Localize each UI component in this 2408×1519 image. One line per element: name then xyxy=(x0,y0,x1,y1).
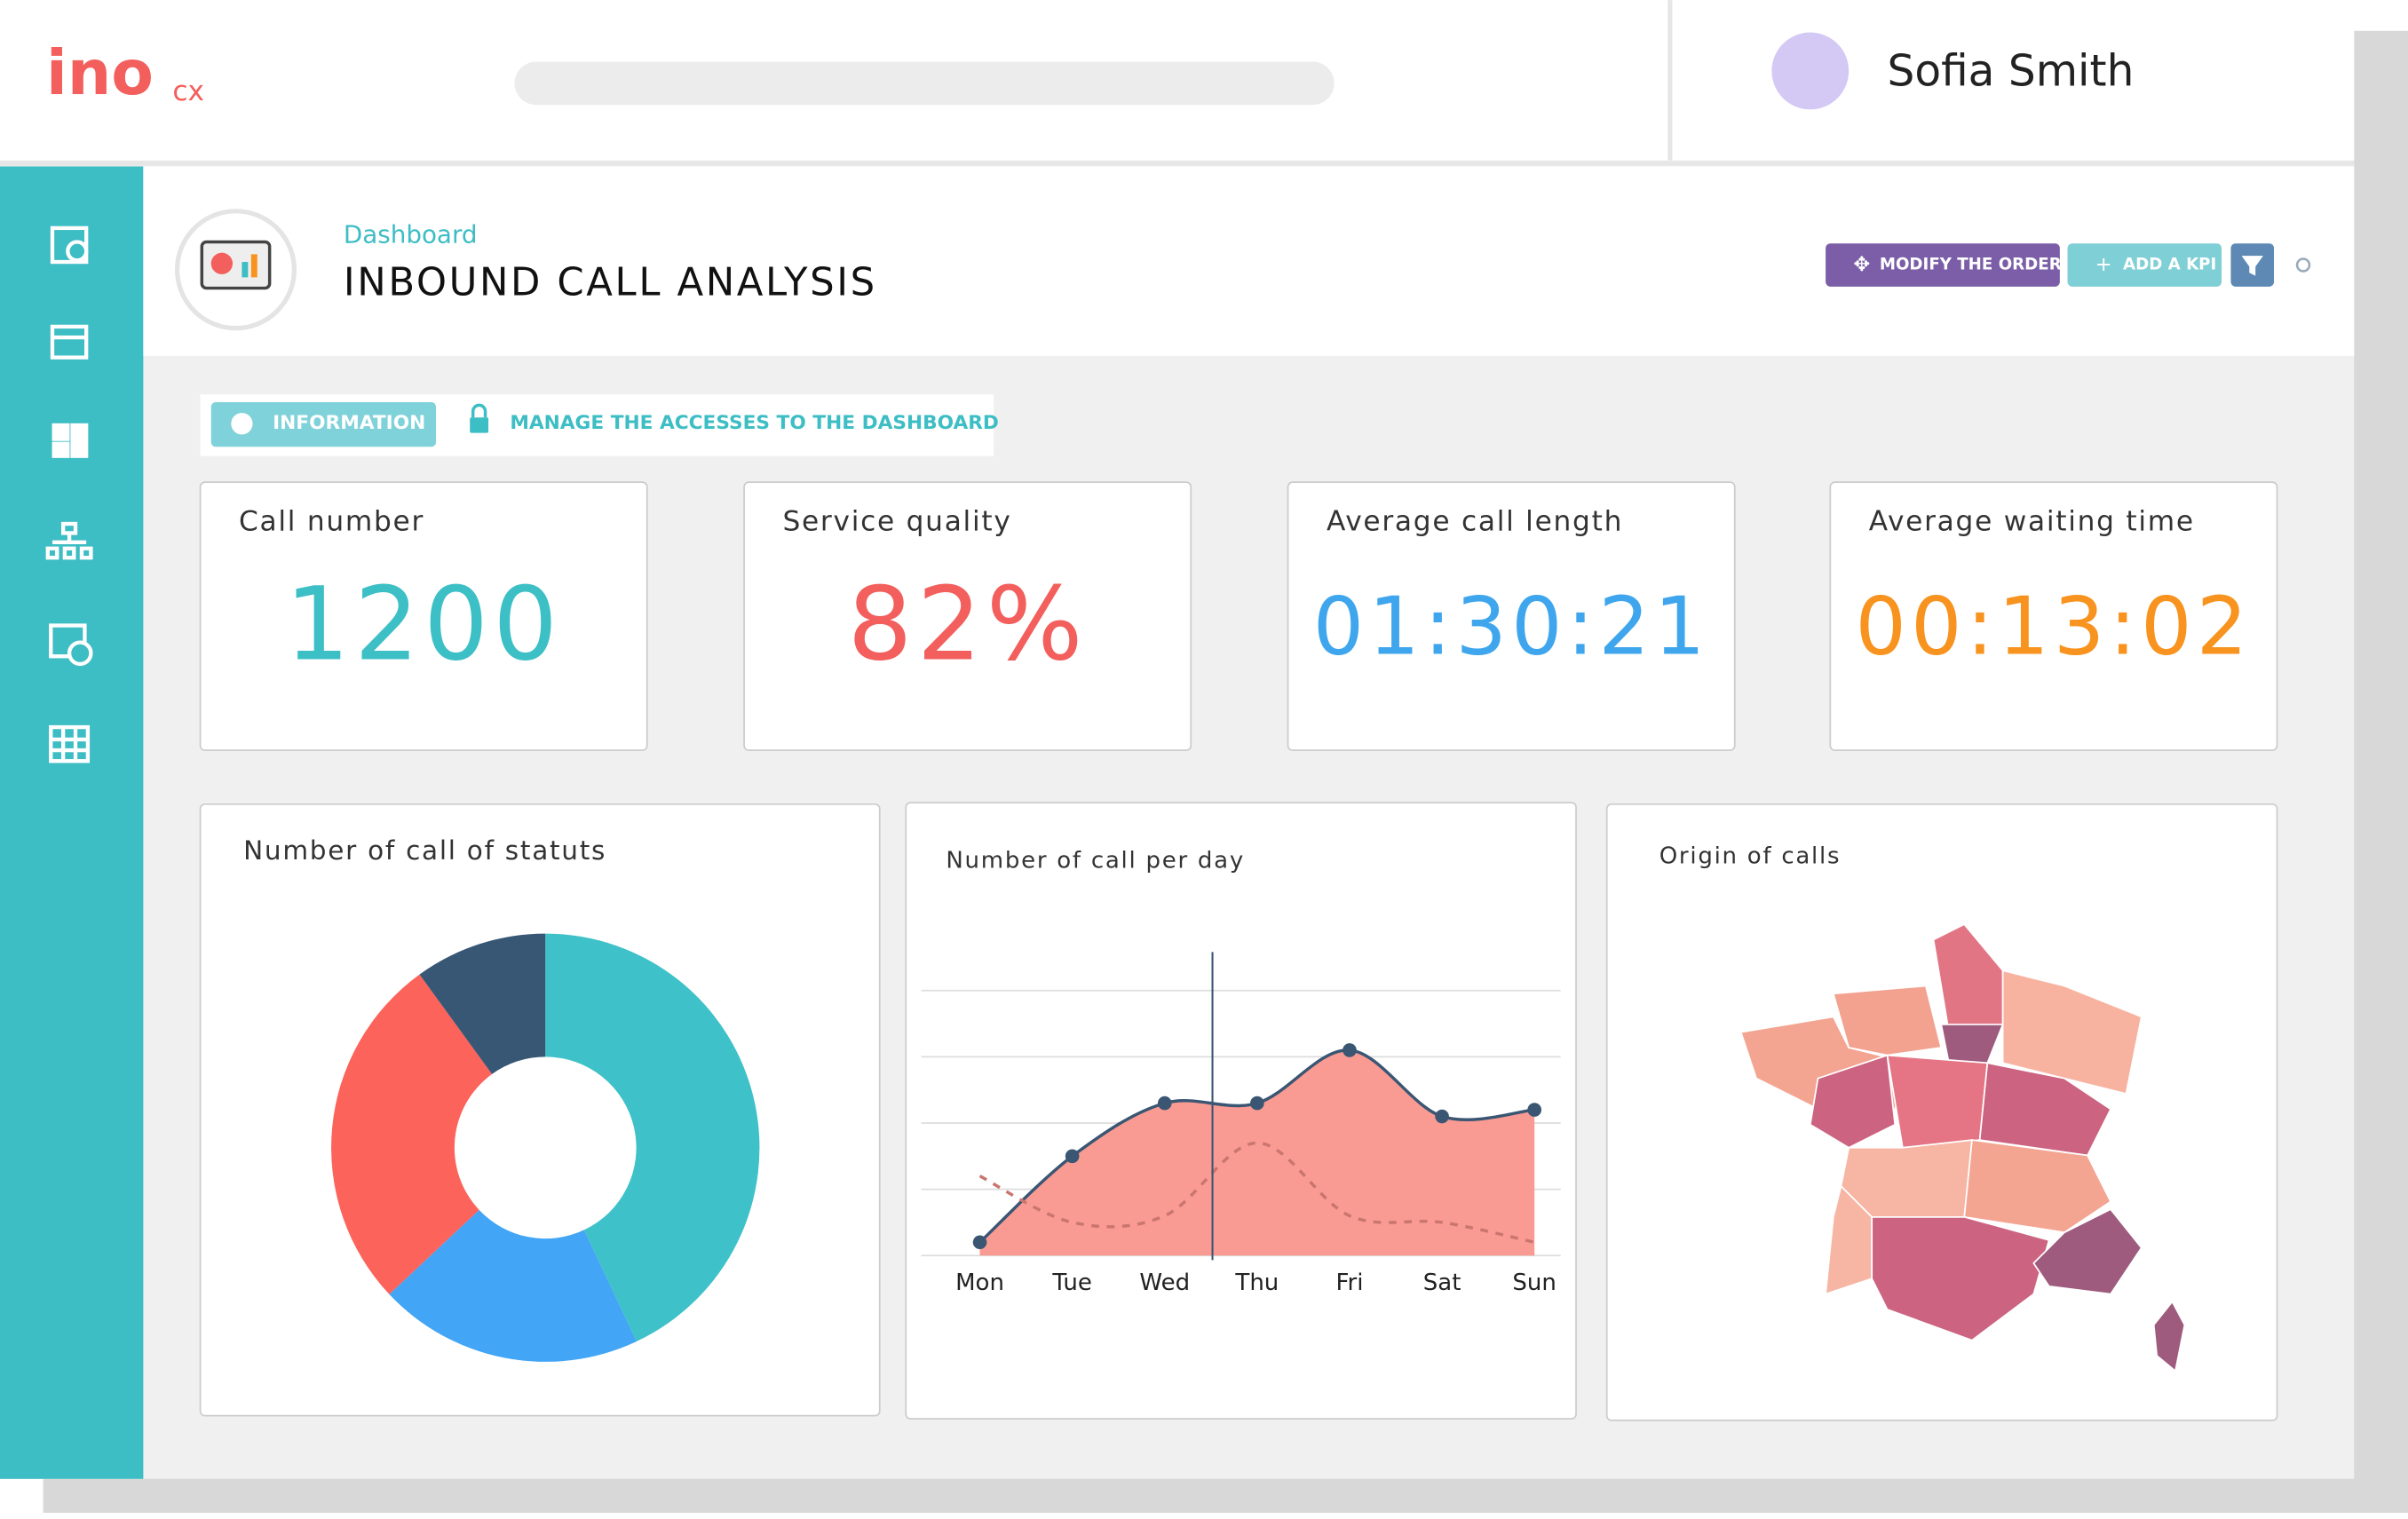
kpi-label: Call number xyxy=(239,505,424,537)
pie-slice xyxy=(389,1209,637,1362)
svg-text:✥: ✥ xyxy=(1853,253,1870,276)
x-tick-label: Wed xyxy=(1139,1270,1190,1296)
x-tick-label: Sun xyxy=(1512,1270,1556,1296)
refresh[interactable] xyxy=(2295,257,2311,273)
user-name[interactable]: Sofia Smith xyxy=(1888,46,2135,96)
chart-title: Number of call of statuts xyxy=(243,835,606,866)
pie-slice xyxy=(545,933,760,1341)
avatar[interactable] xyxy=(1771,32,1850,110)
kpi-label: Service quality xyxy=(782,505,1011,537)
kpi-value: 01:30:21 xyxy=(1313,580,1710,673)
logo-sub: cx xyxy=(172,75,204,107)
search-bar[interactable] xyxy=(514,61,1335,106)
kpi-value: 82% xyxy=(848,566,1088,684)
chart-title: Number of call per day xyxy=(946,848,1245,874)
sidebar xyxy=(0,166,144,1479)
breadcrumb[interactable]: Dashboard xyxy=(344,220,478,249)
point xyxy=(1157,1096,1172,1111)
x-tick-label: Fri xyxy=(1335,1270,1363,1296)
pie-slice xyxy=(419,933,546,1074)
button-add[interactable] xyxy=(2067,243,2222,287)
kpi-label: Average waiting time xyxy=(1869,505,2195,537)
chart-title: Origin of calls xyxy=(1659,843,1842,869)
france-map xyxy=(1739,923,2186,1373)
kpi-card xyxy=(1287,481,1736,751)
pie-slice xyxy=(331,974,493,1294)
tab-label[interactable]: INFORMATION xyxy=(273,412,425,434)
page-title: INBOUND CALL ANALYSIS xyxy=(344,261,877,305)
button-modify[interactable] xyxy=(1826,243,2060,287)
point xyxy=(1065,1149,1080,1164)
point xyxy=(1250,1096,1264,1111)
sidebar-icons[interactable] xyxy=(45,225,93,763)
x-tick-label: Tue xyxy=(1051,1270,1091,1296)
kpi-card xyxy=(199,481,648,751)
point xyxy=(1527,1103,1541,1117)
kpi-card xyxy=(743,481,1192,751)
kpi-value: 00:13:02 xyxy=(1855,580,2252,673)
area xyxy=(979,1049,1535,1256)
x-tick-label: Thu xyxy=(1234,1270,1279,1296)
point xyxy=(1435,1109,1449,1124)
x-tick-label: Mon xyxy=(955,1270,1004,1296)
tab-label[interactable]: MANAGE THE ACCESSES TO THE DASHBOARD xyxy=(510,412,999,434)
kpi-value: 1200 xyxy=(285,566,562,684)
x-tick-label: Sat xyxy=(1423,1270,1461,1296)
button-label[interactable]: MODIFY THE ORDER xyxy=(1880,256,2062,274)
svg-text:+: + xyxy=(2095,253,2112,276)
tab-active[interactable] xyxy=(210,401,437,447)
kpi-label: Average call length xyxy=(1327,505,1623,537)
button-label[interactable]: ADD A KPI xyxy=(2123,256,2216,274)
kpi-card xyxy=(1829,481,2278,751)
point xyxy=(972,1235,987,1250)
line xyxy=(978,1141,1535,1244)
logo: ino xyxy=(46,38,154,109)
point xyxy=(1343,1043,1357,1057)
